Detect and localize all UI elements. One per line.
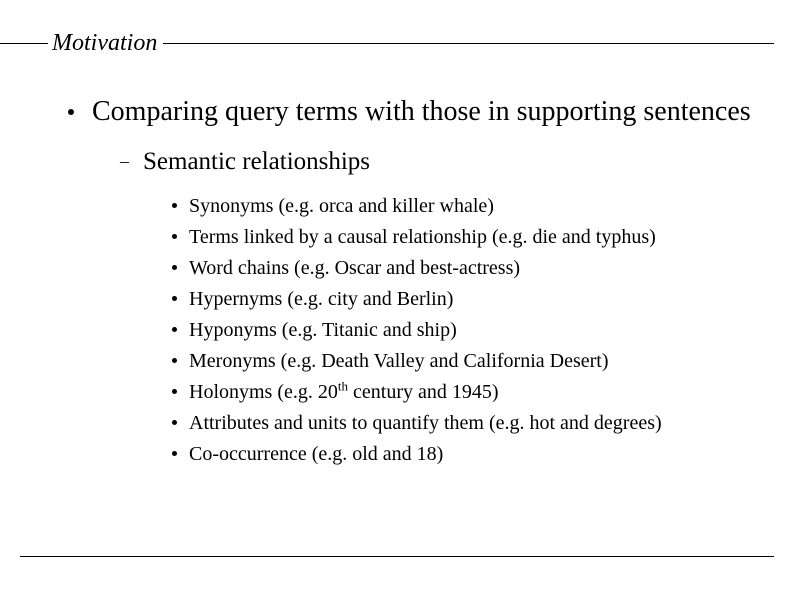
- list-item: Terms linked by a causal relationship (e…: [172, 224, 754, 250]
- list-item: Synonyms (e.g. orca and killer whale): [172, 193, 754, 219]
- bullet-dot-icon: [172, 389, 177, 394]
- list-item-text: Co-occurrence (e.g. old and 18): [189, 441, 443, 467]
- list-item: Hypernyms (e.g. city and Berlin): [172, 286, 754, 312]
- list-item: Co-occurrence (e.g. old and 18): [172, 441, 754, 467]
- text-post: century and 1945): [348, 381, 499, 403]
- bullet-dot-icon: [172, 327, 177, 332]
- list-item-text: Meronyms (e.g. Death Valley and Californ…: [189, 348, 609, 374]
- list-item: Word chains (e.g. Oscar and best-actress…: [172, 255, 754, 281]
- list-item: Holonyms (e.g. 20th century and 1945): [172, 379, 754, 405]
- text-sup: th: [338, 378, 348, 393]
- list-item-text: Attributes and units to quantify them (e…: [189, 410, 662, 436]
- bullet-dot-icon: [172, 203, 177, 208]
- level2-text: Semantic relationships: [143, 147, 370, 177]
- level3-list: Synonyms (e.g. orca and killer whale) Te…: [172, 193, 754, 467]
- list-item: Meronyms (e.g. Death Valley and Californ…: [172, 348, 754, 374]
- list-item-text: Holonyms (e.g. 20th century and 1945): [189, 379, 499, 405]
- level2-bullet: – Semantic relationships: [120, 147, 754, 177]
- text-pre: Attributes and units to quantify them (e…: [189, 412, 662, 434]
- rule-right: [163, 43, 774, 44]
- bullet-dot-icon: [172, 451, 177, 456]
- text-pre: Terms linked by a causal relationship (e…: [189, 226, 656, 248]
- text-pre: Hypernyms (e.g. city and Berlin): [189, 288, 453, 310]
- level1-text: Comparing query terms with those in supp…: [92, 95, 751, 129]
- rule-left: [0, 43, 48, 44]
- bullet-dot-icon: [172, 420, 177, 425]
- bullet-dot-icon: [172, 296, 177, 301]
- bottom-rule: [20, 556, 774, 557]
- list-item-text: Hyponyms (e.g. Titanic and ship): [189, 317, 457, 343]
- bullet-dot-icon: [172, 234, 177, 239]
- bullet-dot-icon: [172, 358, 177, 363]
- slide: Motivation Comparing query terms with th…: [0, 0, 794, 595]
- level1-bullet: Comparing query terms with those in supp…: [68, 95, 754, 129]
- list-item-text: Word chains (e.g. Oscar and best-actress…: [189, 255, 520, 281]
- text-pre: Hyponyms (e.g. Titanic and ship): [189, 319, 457, 341]
- list-item-text: Terms linked by a causal relationship (e…: [189, 224, 656, 250]
- list-item: Attributes and units to quantify them (e…: [172, 410, 754, 436]
- content-area: Comparing query terms with those in supp…: [68, 95, 754, 472]
- list-item: Hyponyms (e.g. Titanic and ship): [172, 317, 754, 343]
- title-row: Motivation: [0, 30, 794, 57]
- list-item-text: Hypernyms (e.g. city and Berlin): [189, 286, 453, 312]
- slide-title: Motivation: [48, 30, 163, 57]
- text-pre: Meronyms (e.g. Death Valley and Californ…: [189, 350, 609, 372]
- text-pre: Synonyms (e.g. orca and killer whale): [189, 195, 494, 217]
- bullet-dot-icon: [68, 109, 74, 115]
- text-pre: Word chains (e.g. Oscar and best-actress…: [189, 257, 520, 279]
- list-item-text: Synonyms (e.g. orca and killer whale): [189, 193, 494, 219]
- text-pre: Holonyms (e.g. 20: [189, 381, 338, 403]
- bullet-dash-icon: –: [120, 152, 129, 170]
- bullet-dot-icon: [172, 265, 177, 270]
- text-pre: Co-occurrence (e.g. old and 18): [189, 443, 443, 465]
